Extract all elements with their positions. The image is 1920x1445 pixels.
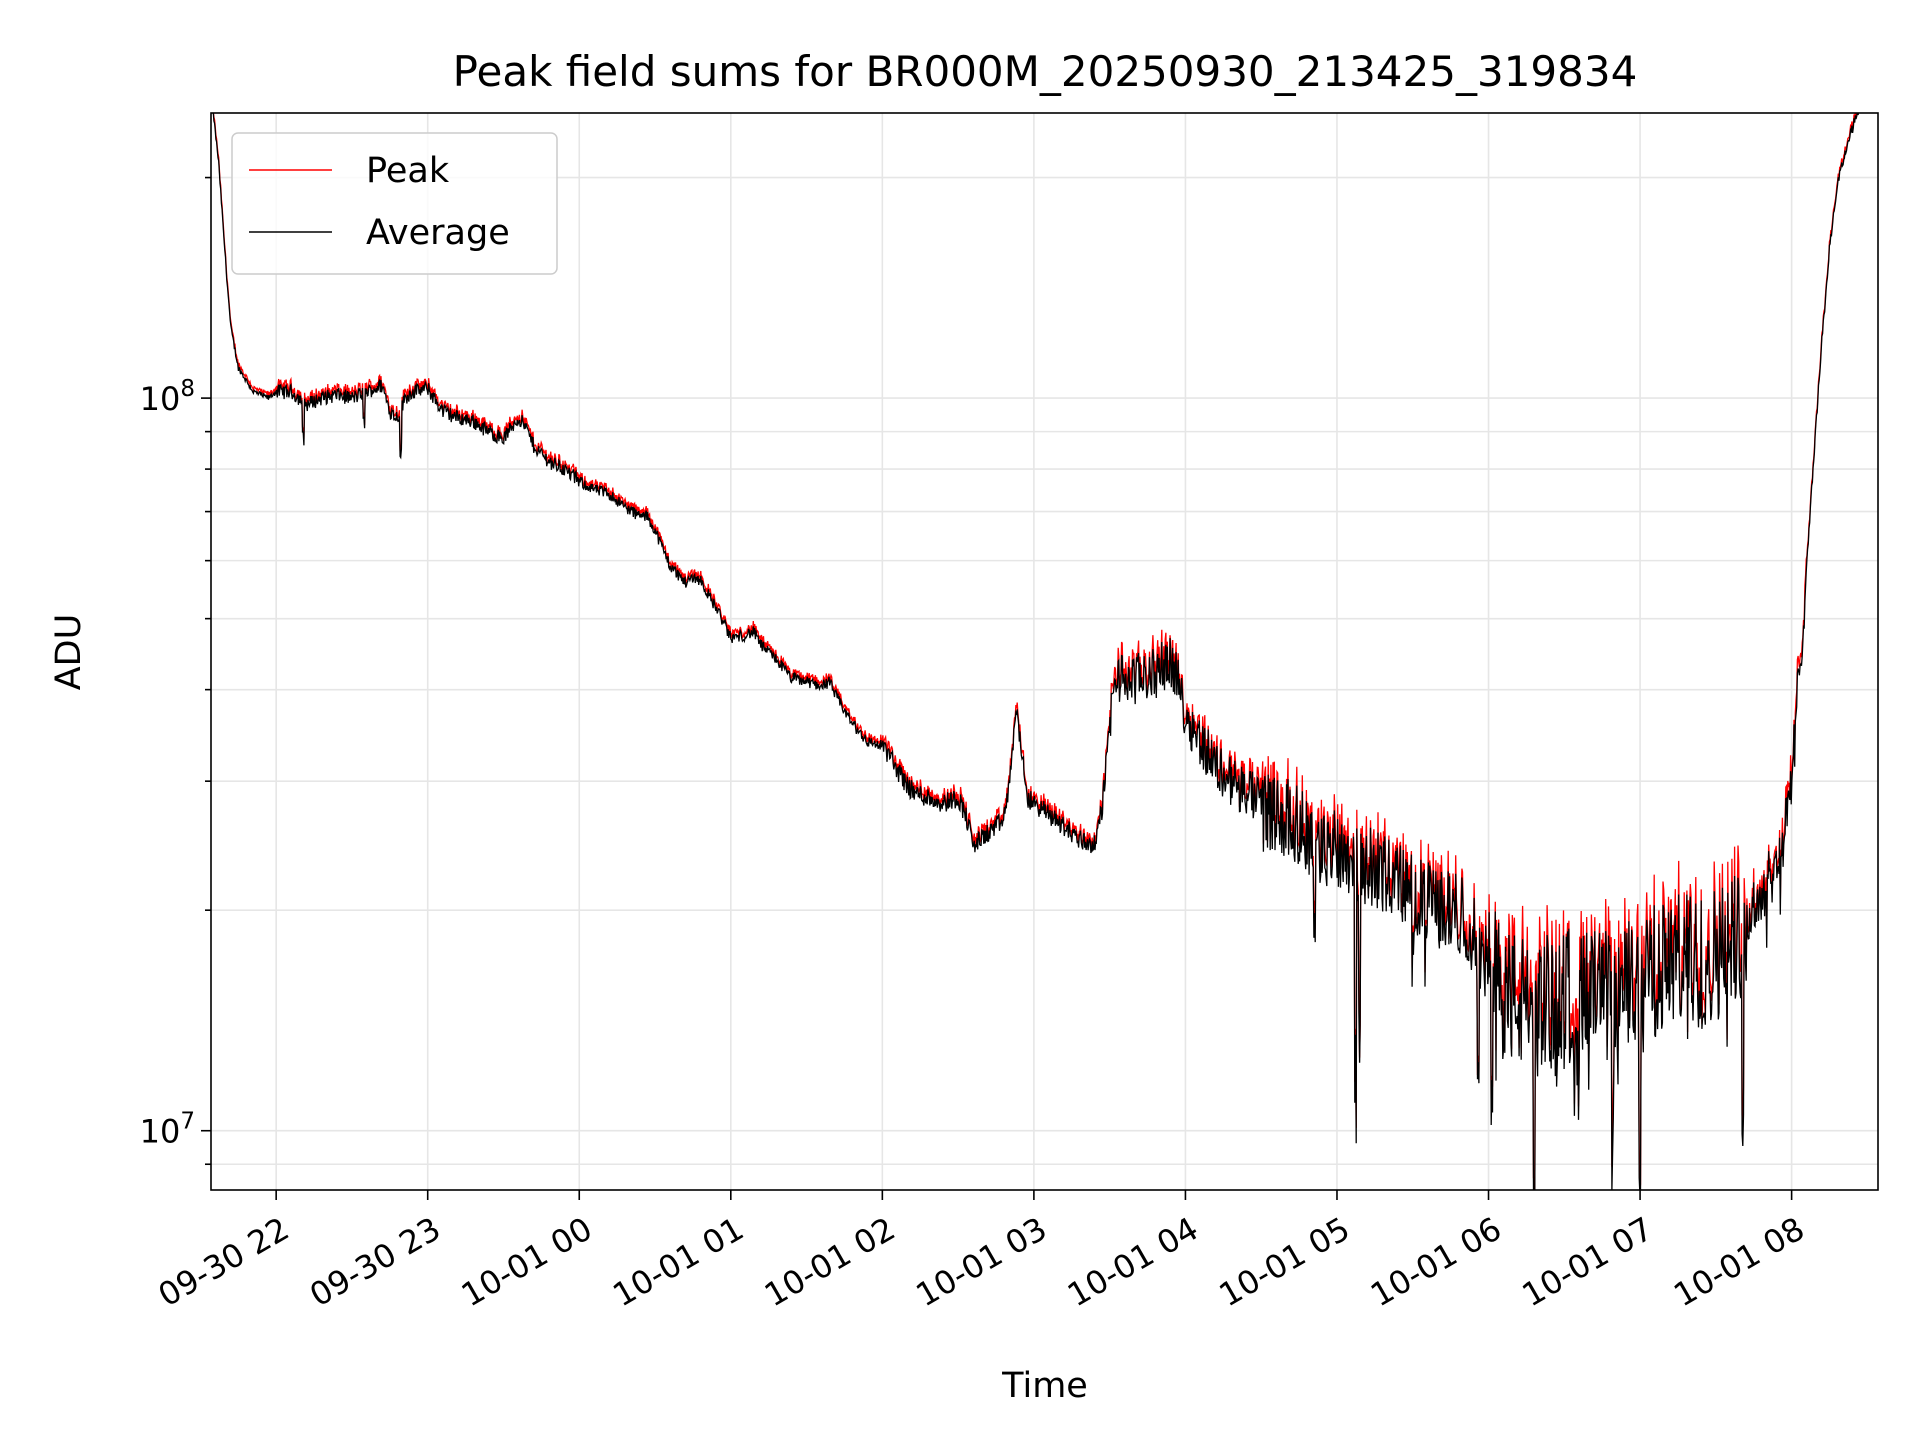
grid-layer [211,113,1878,1190]
y-tick-label-base: 10 [140,1113,181,1151]
x-axis-label: Time [1001,1366,1088,1406]
series-layer [212,113,1860,1190]
series-line-average [212,113,1860,1190]
y-tick-label: 108 [140,376,195,418]
y-tick-label-base: 10 [140,380,181,418]
y-tick-label: 107 [140,1109,195,1151]
legend-average-label: Average [366,213,510,253]
chart-title: Peak field sums for BR000M_20250930_2134… [453,47,1638,96]
y-tick-label-exponent: 8 [180,376,195,402]
legend-box [231,132,558,275]
legend-peak-label: Peak [366,151,450,191]
y-axis-label: ADU [49,614,89,691]
plot-frame [210,112,1879,1191]
legend: Peak Average [231,132,558,275]
y-tick-label-exponent: 7 [180,1109,195,1135]
